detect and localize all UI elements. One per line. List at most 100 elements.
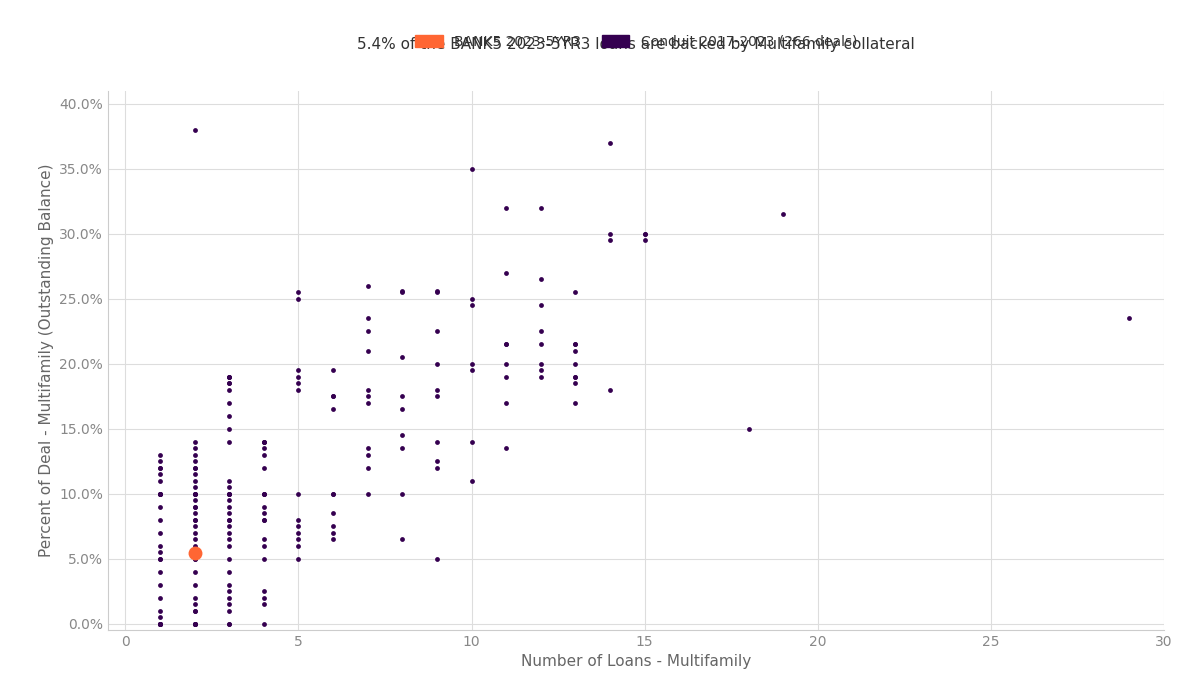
- Point: [185, 598, 204, 610]
- Point: [324, 365, 343, 376]
- Point: [150, 592, 169, 603]
- Point: [150, 488, 169, 499]
- Point: [600, 228, 619, 239]
- Title: 5.4% of the BANK5 2023-5YR3 loans are backed by Multifamily collateral: 5.4% of the BANK5 2023-5YR3 loans are ba…: [358, 37, 914, 52]
- Point: [462, 436, 481, 447]
- Point: [358, 384, 377, 395]
- Point: [220, 598, 239, 610]
- Point: [150, 553, 169, 564]
- Point: [427, 384, 446, 395]
- Point: [220, 508, 239, 519]
- Point: [358, 280, 377, 291]
- Point: [358, 442, 377, 454]
- Point: [220, 423, 239, 434]
- Point: [220, 605, 239, 616]
- Point: [185, 533, 204, 545]
- Point: [185, 618, 204, 629]
- Point: [566, 345, 586, 356]
- Point: [358, 345, 377, 356]
- Point: [324, 404, 343, 415]
- Point: [185, 521, 204, 532]
- Point: [254, 501, 274, 512]
- Point: [185, 618, 204, 629]
- Point: [150, 488, 169, 499]
- Point: [254, 488, 274, 499]
- Point: [254, 436, 274, 447]
- Point: [185, 475, 204, 486]
- Point: [220, 533, 239, 545]
- Point: [150, 540, 169, 551]
- Point: [185, 488, 204, 499]
- Point: [254, 488, 274, 499]
- Point: [324, 527, 343, 538]
- Point: [566, 397, 586, 408]
- Point: [185, 462, 204, 473]
- Point: [289, 384, 308, 395]
- Point: [289, 377, 308, 388]
- Point: [600, 234, 619, 246]
- Point: [324, 488, 343, 499]
- Point: [185, 618, 204, 629]
- Point: [185, 605, 204, 616]
- Point: [462, 365, 481, 376]
- Point: [185, 488, 204, 499]
- Point: [220, 527, 239, 538]
- Point: [254, 508, 274, 519]
- Point: [427, 436, 446, 447]
- Point: [185, 566, 204, 578]
- Point: [497, 358, 516, 370]
- Point: [185, 553, 204, 564]
- Point: [220, 585, 239, 596]
- Point: [462, 293, 481, 304]
- Point: [532, 202, 551, 214]
- Point: [254, 436, 274, 447]
- Point: [150, 456, 169, 467]
- Point: [150, 462, 169, 473]
- Point: [289, 553, 308, 564]
- Point: [532, 371, 551, 382]
- Point: [497, 339, 516, 350]
- Point: [392, 533, 412, 545]
- Point: [185, 494, 204, 505]
- Point: [392, 287, 412, 298]
- Point: [427, 286, 446, 297]
- Point: [185, 553, 204, 564]
- Point: [185, 618, 204, 629]
- Point: [185, 449, 204, 461]
- Point: [566, 339, 586, 350]
- Point: [532, 274, 551, 285]
- Point: [185, 468, 204, 480]
- Point: [220, 501, 239, 512]
- Point: [427, 391, 446, 402]
- Point: [254, 540, 274, 551]
- Point: [185, 442, 204, 454]
- Point: [220, 397, 239, 408]
- Point: [150, 553, 169, 564]
- Point: [185, 488, 204, 499]
- Point: [462, 475, 481, 486]
- Point: [427, 553, 446, 564]
- Point: [358, 462, 377, 473]
- Point: [185, 482, 204, 493]
- Point: [324, 391, 343, 402]
- Point: [497, 202, 516, 214]
- Point: [462, 300, 481, 311]
- Point: [254, 462, 274, 473]
- Point: [220, 436, 239, 447]
- Point: [150, 475, 169, 486]
- Point: [185, 508, 204, 519]
- Point: [532, 339, 551, 350]
- Point: [324, 533, 343, 545]
- Point: [220, 371, 239, 382]
- Point: [150, 566, 169, 578]
- Y-axis label: Percent of Deal - Multifamily (Outstanding Balance): Percent of Deal - Multifamily (Outstandi…: [38, 164, 54, 557]
- Point: [150, 501, 169, 512]
- Point: [358, 313, 377, 324]
- Point: [600, 384, 619, 395]
- Point: [358, 449, 377, 461]
- Point: [497, 397, 516, 408]
- Point: [254, 618, 274, 629]
- X-axis label: Number of Loans - Multifamily: Number of Loans - Multifamily: [521, 654, 751, 669]
- Point: [427, 326, 446, 337]
- Point: [566, 358, 586, 370]
